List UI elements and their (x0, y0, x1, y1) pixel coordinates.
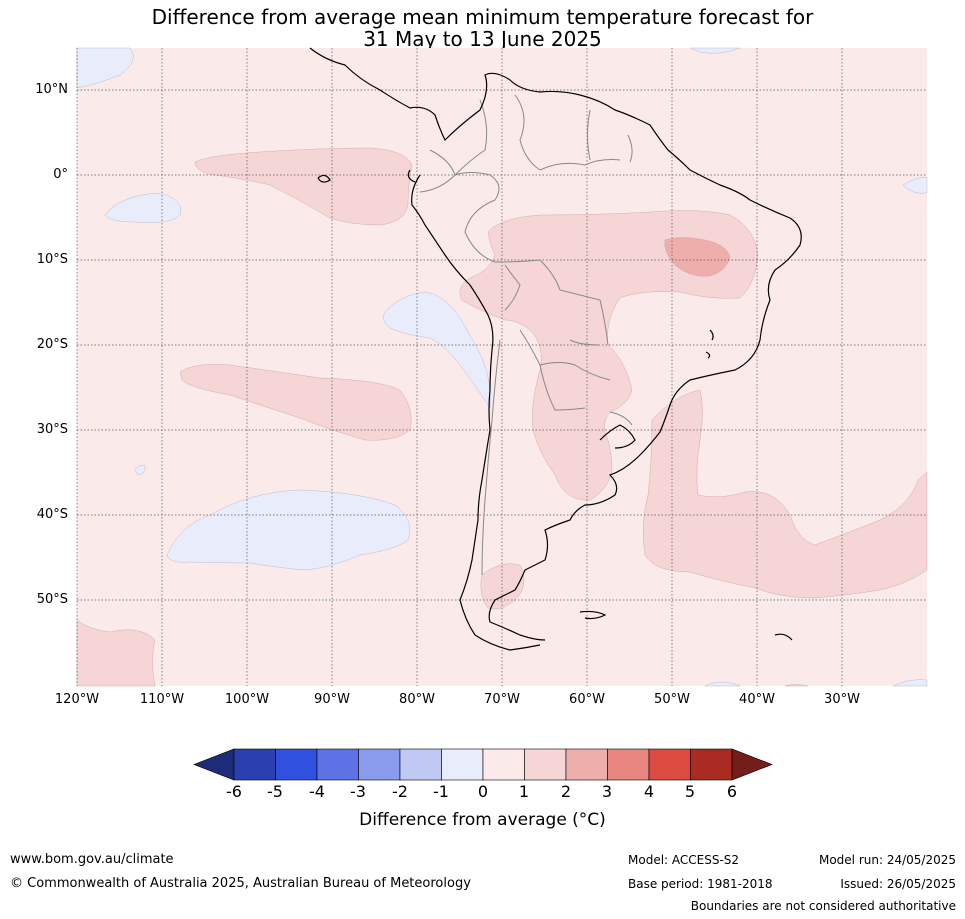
lat-label-40s: 40°S (36, 507, 68, 522)
lon-label-60w: 60°W (569, 692, 605, 707)
model-text: Model: ACCESS-S2 (628, 853, 740, 867)
lon-label-70w: 70°W (484, 692, 520, 707)
colorbar-swatch (399, 748, 442, 781)
lon-label-30w: 30°W (824, 692, 860, 707)
lon-label-40w: 40°W (739, 692, 775, 707)
lon-label-90w: 90°W (314, 692, 350, 707)
colorbar-extend-low (193, 748, 235, 781)
colorbar-tick-label: -4 (309, 782, 325, 801)
colorbar-extend-high (731, 748, 773, 781)
colorbar-tick-label: 2 (560, 782, 572, 801)
colorbar-swatch (316, 748, 359, 781)
lon-label-50w: 50°W (654, 692, 690, 707)
warm-anomaly-regions (76, 147, 928, 687)
lat-label-10n: 10°N (35, 82, 68, 97)
colorbar-tick-label: -6 (226, 782, 242, 801)
lat-label-50s: 50°S (36, 592, 68, 607)
colorbar-tick-label: -1 (433, 782, 449, 801)
colorbar-tick-label: 0 (477, 782, 489, 801)
title-line-1: Difference from average mean minimum tem… (151, 5, 814, 29)
base-period-text: Base period: 1981-2018 (628, 877, 773, 891)
country-boundaries (419, 94, 633, 576)
colorbar-title: Difference from average (°C) (359, 810, 606, 830)
colorbar-swatch (441, 748, 484, 781)
copyright-text: © Commonwealth of Australia 2025, Austra… (10, 876, 471, 891)
colorbar-swatch (275, 748, 318, 781)
colorbar-swatch (690, 748, 733, 781)
colorbar-tick-label: 5 (684, 782, 696, 801)
colorbar-tick-label: -2 (392, 782, 408, 801)
colorbar-tick-label: -5 (267, 782, 283, 801)
disclaimer-text: Boundaries are not considered authoritat… (690, 899, 956, 913)
model-run-text: Model run: 24/05/2025 (818, 853, 956, 867)
lon-label-120w: 120°W (54, 692, 100, 707)
strong-warm-anomaly (664, 237, 731, 277)
colorbar-swatch (233, 748, 276, 781)
coastlines (309, 47, 802, 651)
colorbar-swatch (524, 748, 567, 781)
lat-label-30s: 30°S (36, 422, 68, 437)
issued-text: Issued: 26/05/2025 (840, 877, 956, 891)
title-line-2: 31 May to 13 June 2025 (363, 27, 602, 51)
colorbar-swatch (607, 748, 650, 781)
colorbar (193, 748, 773, 781)
colorbar-tick-label: 4 (643, 782, 655, 801)
colorbar-swatch (565, 748, 608, 781)
lon-label-110w: 110°W (139, 692, 185, 707)
colorbar-swatch (648, 748, 691, 781)
graticule (76, 48, 927, 686)
colorbar-swatch (482, 748, 525, 781)
lat-label-0: 0° (53, 167, 68, 182)
cool-anomaly-regions (76, 47, 928, 687)
colorbar-tick-label: 1 (518, 782, 530, 801)
colorbar-tick-label: -3 (350, 782, 366, 801)
lat-label-10s: 10°S (36, 252, 68, 267)
colorbar-tick-label: 3 (601, 782, 613, 801)
colorbar-swatch (358, 748, 401, 781)
lat-label-20s: 20°S (36, 337, 68, 352)
website-link[interactable]: www.bom.gov.au/climate (10, 852, 174, 867)
colorbar-tick-label: 6 (726, 782, 738, 801)
lon-label-80w: 80°W (399, 692, 435, 707)
lon-label-100w: 100°W (224, 692, 270, 707)
